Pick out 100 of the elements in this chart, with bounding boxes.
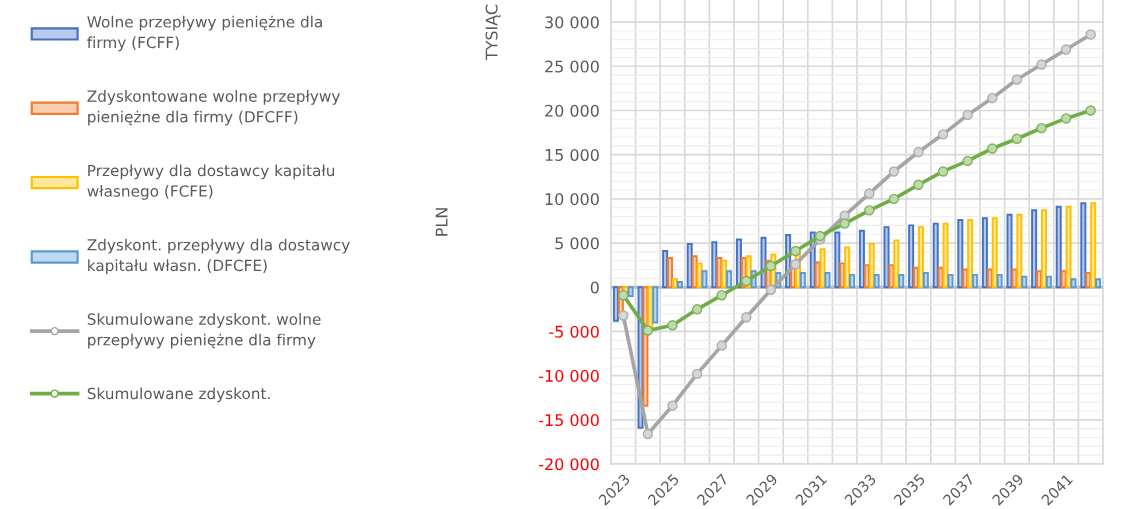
point [1060,44,1072,55]
text: PLN [435,208,448,236]
point [864,205,875,216]
point [667,320,678,331]
bar [844,246,851,289]
legend-label: Skumulowane zdyskont. [87,387,270,403]
bar [1006,213,1013,289]
point [1036,59,1047,70]
point [987,92,998,104]
bar [1016,213,1023,289]
bar [972,273,979,289]
bar [1095,278,1102,289]
point [1085,29,1096,40]
point [1060,113,1072,124]
bar [834,231,841,289]
point [716,289,727,301]
point [667,400,678,411]
y-tick-label: -10 000 [539,369,599,382]
bar [627,286,634,298]
y-tick-label: 20 000 [545,104,599,117]
point [642,325,654,336]
point [1011,133,1023,144]
bar [799,272,806,289]
bar [957,219,964,289]
point [618,310,629,321]
point [913,146,924,158]
bar [1070,278,1077,289]
bar [947,273,954,289]
bar [908,224,915,289]
legend-label: Przepływy dla dostawcy kapitału własnego (FCFE) [87,164,335,200]
point [913,179,924,190]
y-tick-label: 25 000 [545,60,599,73]
point [618,289,629,301]
point [1036,122,1047,134]
bar [671,278,678,289]
bar [942,222,949,289]
point [937,129,949,140]
point [741,275,752,287]
bar [922,272,929,289]
bar [898,273,905,289]
bar [1090,202,1097,289]
point [987,143,998,154]
bar [1021,275,1028,289]
point [888,193,900,205]
point [765,260,777,272]
point [691,304,703,315]
point [962,155,973,167]
bar [667,257,674,289]
point [642,428,654,440]
bar [1080,202,1087,289]
bar [1055,205,1062,289]
bar [721,259,728,289]
point [864,188,875,199]
y-tick-label: 30 000 [545,16,599,29]
bar [996,273,1003,289]
bar [1065,205,1072,289]
point [790,259,801,270]
point [741,312,752,323]
point [790,245,801,257]
bar [652,286,659,324]
bar [893,239,900,289]
y-tick-label: 10 000 [545,193,599,206]
y-tick-label: 0 [590,281,599,294]
y-tick-label: 5 000 [555,237,599,250]
point [1011,74,1023,85]
bar [981,217,988,289]
y-tick-label: -20 000 [539,458,599,471]
bar [676,280,683,289]
bar [824,272,831,289]
y-tick-label: -15 000 [539,414,599,427]
point [1085,105,1096,116]
point [937,166,949,177]
bar [1045,275,1052,289]
point [888,166,900,177]
bar [932,222,939,289]
y-tick-label: 15 000 [545,148,599,161]
bar [967,219,974,289]
bar [917,226,924,289]
bar [711,241,718,289]
bar [1031,209,1038,289]
bar [726,270,733,289]
point [691,368,703,380]
text: TYSIĄC [485,4,501,61]
y-tick-label: -5 000 [549,325,599,338]
legend-label: Zdyskontowane wolne przepływy pieniężne dla firmy (DFCFF) [87,90,340,126]
bar [991,217,998,289]
bar [701,270,708,289]
legend-label: Wolne przepływy pieniężne dla firmy (FCFF) [87,15,322,52]
bar [868,242,875,289]
bar [858,229,865,289]
point [962,109,973,121]
point [814,230,826,242]
legend-label: Skumulowane zdyskont. wolne przepływy pieniężne dla firmy [87,313,321,349]
bar [1040,209,1047,289]
point [716,340,727,351]
bar [849,273,856,289]
bar [873,273,880,289]
point [839,218,850,229]
point [765,284,777,296]
legend-label: Zdyskont. przepływy dla dostawcy kapitału własn. (DFCFE) [87,238,350,275]
